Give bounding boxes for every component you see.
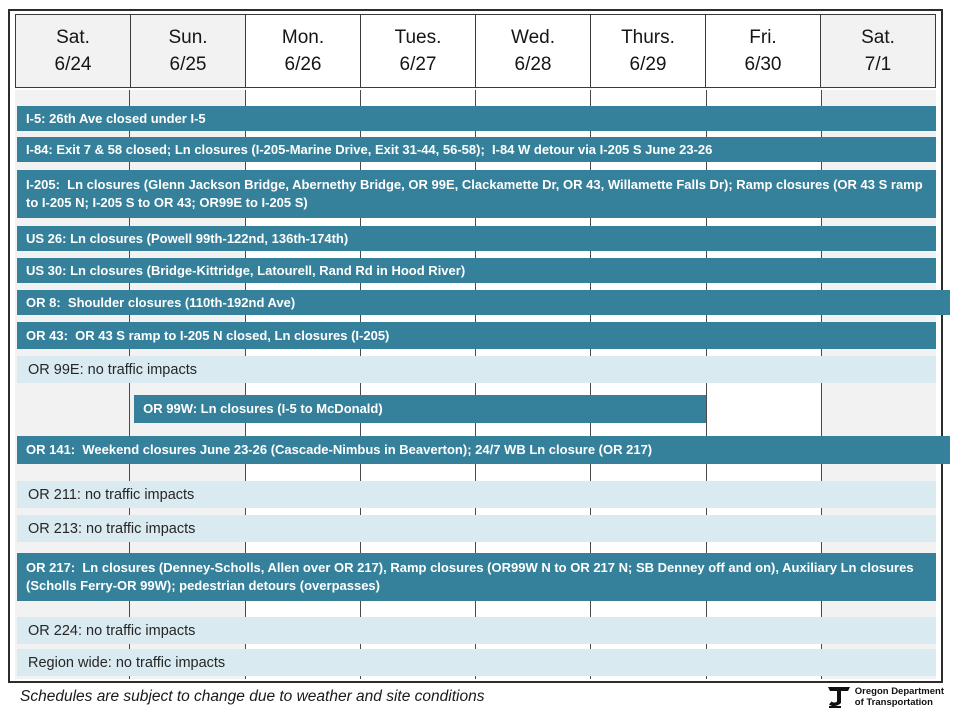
schedule-bar-i-5: I-5: 26th Ave closed under I-5 — [17, 106, 936, 131]
day-date: 6/30 — [744, 54, 782, 75]
day-date: 6/24 — [54, 54, 92, 75]
header-cell-sat-6-24: Sat. 6/24 — [15, 14, 131, 88]
header-cell-sat-7-1: Sat. 7/1 — [820, 14, 936, 88]
bar-label: OR 217: Ln closures (Denney-Scholls, All… — [26, 560, 918, 593]
bar-label: OR 99W: Ln closures (I-5 to McDonald) — [143, 401, 383, 416]
odot-logo-text: Oregon Department of Transportation — [855, 686, 944, 708]
header-cell-mon-6-26: Mon. 6/26 — [245, 14, 361, 88]
schedule-bar-i-205: I-205: Ln closures (Glenn Jackson Bridge… — [17, 170, 936, 218]
odot-logo-mark — [827, 687, 850, 708]
bar-label: OR 43: OR 43 S ramp to I-205 N closed, L… — [26, 327, 390, 343]
schedule-bar-or-141: OR 141: Weekend closures June 23-26 (Cas… — [17, 436, 950, 464]
day-date: 6/27 — [399, 54, 437, 75]
odot-logo-line1: Oregon Department — [854, 686, 944, 697]
schedule-bar-region-wide: Region wide: no traffic impacts — [17, 649, 936, 676]
header-cell-wed-6-28: Wed. 6/28 — [475, 14, 591, 88]
day-name: Fri. — [749, 27, 777, 48]
bar-label: US 30: Ln closures (Bridge-Kittridge, La… — [26, 262, 466, 278]
schedule-chart-area: I-5: 26th Ave closed under I-5 I-84: Exit… — [15, 90, 950, 679]
schedule-table-frame: Sat. 6/24 Sun. 6/25 Mon. 6/26 Tues. 6/27 Wed. 6/2… — [8, 9, 950, 683]
schedule-bar-or-8: OR 8: Shoulder closures (110th-192nd Ave… — [17, 290, 950, 315]
bar-label: OR 213: no traffic impacts — [28, 520, 196, 537]
day-date: 6/25 — [169, 54, 207, 75]
day-name: Sat. — [861, 27, 895, 48]
day-name: Sun. — [168, 27, 208, 48]
bar-label: I-84: Exit 7 & 58 closed; Ln closures (I… — [26, 141, 713, 157]
day-date: 7/1 — [864, 54, 892, 75]
schedule-bar-or-211: OR 211: no traffic impacts — [17, 481, 936, 508]
header-cell-thurs-6-29: Thurs. 6/29 — [590, 14, 706, 88]
bar-label: US 26: Ln closures (Powell 99th-122nd, 1… — [26, 230, 349, 246]
bar-label: OR 99E: no traffic impacts — [28, 361, 197, 378]
schedule-bar-i-84: I-84: Exit 7 & 58 closed; Ln closures (I… — [17, 137, 936, 162]
schedule-bar-us-26: US 26: Ln closures (Powell 99th-122nd, 1… — [17, 226, 936, 251]
schedule-disclaimer: Schedules are subject to change due to w… — [20, 688, 485, 705]
bar-label: OR 8: Shoulder closures (110th-192nd Ave… — [26, 294, 296, 310]
schedule-bar-or-217: OR 217: Ln closures (Denney-Scholls, All… — [17, 553, 936, 601]
header-cell-sun-6-25: Sun. 6/25 — [130, 14, 246, 88]
schedule-bar-or-213: OR 213: no traffic impacts — [17, 515, 936, 542]
bar-label: OR 141: Weekend closures June 23-26 (Cas… — [26, 442, 653, 457]
day-date: 6/28 — [514, 54, 552, 75]
bar-label: I-205: Ln closures (Glenn Jackson Bridge… — [26, 177, 927, 210]
odot-logo: Oregon Department of Transportation — [827, 684, 944, 710]
schedule-bar-us-30: US 30: Ln closures (Bridge-Kittridge, La… — [17, 258, 936, 283]
bar-label: OR 224: no traffic impacts — [28, 622, 196, 639]
day-date: 6/26 — [284, 54, 322, 75]
odot-logo-line2: of Transportation — [854, 697, 933, 708]
schedule-bar-or-43: OR 43: OR 43 S ramp to I-205 N closed, L… — [17, 322, 936, 349]
schedule-bar-or-99w: OR 99W: Ln closures (I-5 to McDonald) — [134, 395, 706, 423]
bar-label: Region wide: no traffic impacts — [28, 654, 226, 671]
header-cell-tues-6-27: Tues. 6/27 — [360, 14, 476, 88]
day-name: Mon. — [281, 27, 325, 48]
day-date: 6/29 — [629, 54, 667, 75]
day-name: Thurs. — [621, 27, 675, 48]
day-header-row: Sat. 6/24 Sun. 6/25 Mon. 6/26 Tues. 6/27 Wed. 6/2… — [15, 14, 936, 88]
day-name: Sat. — [56, 27, 90, 48]
day-name: Tues. — [394, 27, 442, 48]
bar-label: OR 211: no traffic impacts — [28, 486, 195, 503]
header-cell-fri-6-30: Fri. 6/30 — [705, 14, 821, 88]
day-name: Wed. — [510, 27, 555, 48]
bar-label: I-5: 26th Ave closed under I-5 — [26, 110, 206, 126]
schedule-bar-or-99e: OR 99E: no traffic impacts — [17, 356, 936, 383]
schedule-bar-or-224: OR 224: no traffic impacts — [17, 617, 936, 644]
